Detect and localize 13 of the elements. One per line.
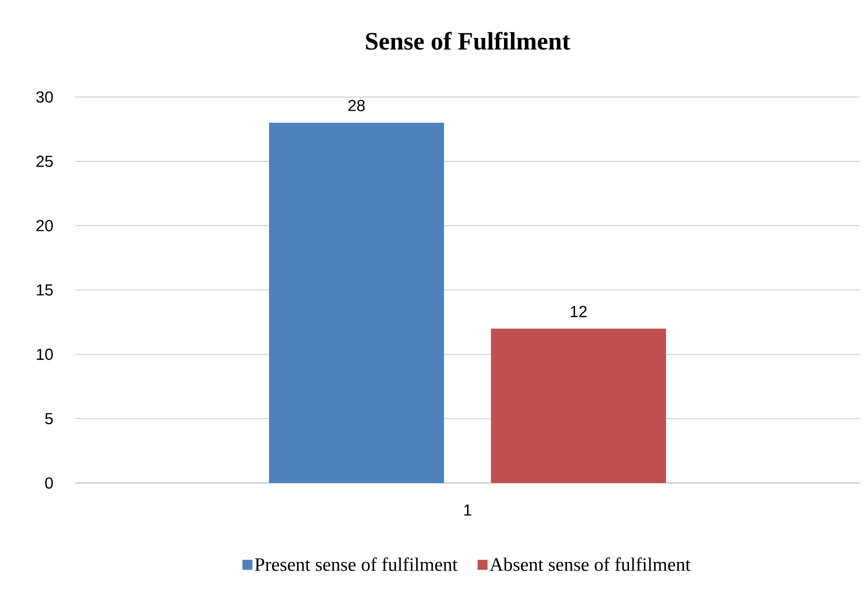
y-tick-label: 5 [45, 413, 53, 424]
y-tick-label: 15 [36, 284, 53, 296]
y-tick-label: 10 [36, 348, 53, 360]
y-tick-label: 30 [36, 91, 53, 103]
legend-label: Absent sense of fulfilment [490, 557, 690, 571]
legend-label: Present sense of fulfilment [254, 557, 458, 571]
y-tick-label: 25 [36, 156, 53, 167]
y-tick-label: 0 [45, 477, 53, 489]
chart-title: Sense of Fulfilment [366, 32, 570, 50]
data-label: 12 [570, 306, 587, 318]
y-tick-label: 20 [36, 220, 53, 232]
x-tick-label: 1 [464, 504, 472, 516]
data-label: 28 [348, 100, 365, 112]
